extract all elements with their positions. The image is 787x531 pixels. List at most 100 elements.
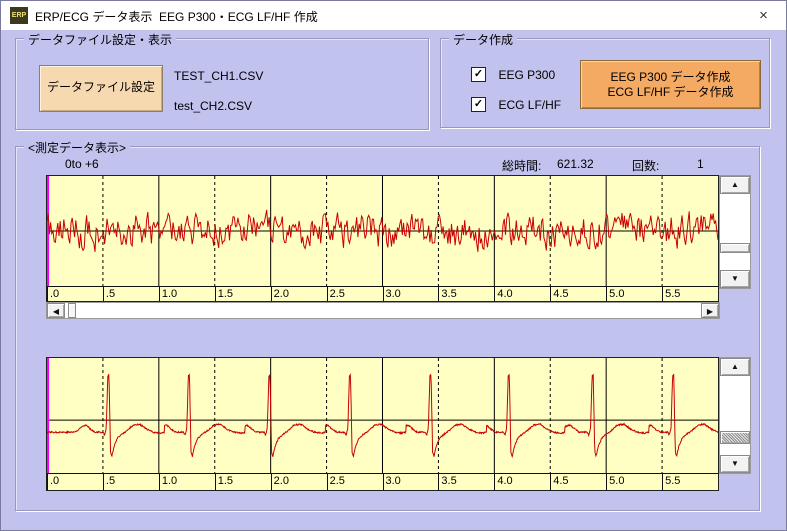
- x-tick-label: 1.0: [161, 288, 178, 300]
- x-tick-label: 4.0: [497, 288, 513, 300]
- data-create-group-label: データ作成: [449, 31, 518, 48]
- eeg-p300-checkbox-row: ✓ EEG P300: [471, 66, 556, 83]
- ecg-plot-area: [47, 358, 718, 473]
- eeg-vscroll-track[interactable]: [720, 194, 750, 270]
- x-tick: [606, 474, 608, 490]
- x-tick-label: .5: [105, 288, 116, 300]
- x-tick: [550, 287, 552, 301]
- x-tick-label: 5.5: [665, 288, 681, 300]
- x-tick: [214, 474, 216, 490]
- x-tick-label: 4.5: [553, 475, 569, 487]
- scroll-down-icon[interactable]: ▼: [720, 270, 750, 288]
- ecg-x-axis: .0 .5 1.0 1.5 2.0 2.5 3.0 3.5 4.0 4.5 5.0 5.5: [47, 473, 718, 490]
- x-tick: [102, 474, 104, 490]
- x-tick: [214, 287, 216, 301]
- file-settings-group-label: データファイル設定・表示: [24, 31, 177, 48]
- data-create-group: データ作成 ✓ EEG P300 ✓ ECG LF/HF EEG P300 デー…: [440, 31, 770, 128]
- x-tick: [662, 287, 664, 301]
- x-tick: [662, 474, 664, 490]
- eeg-vertical-scrollbar[interactable]: ▲ ▼: [719, 175, 751, 289]
- eeg-vscroll-thumb[interactable]: [720, 243, 750, 253]
- create-data-button[interactable]: EEG P300 データ作成 ECG LF/HF データ作成: [580, 60, 761, 109]
- x-tick: [438, 474, 440, 490]
- create-data-button-line1: EEG P300 データ作成: [610, 70, 731, 84]
- eeg-p300-checkbox[interactable]: ✓: [471, 67, 486, 83]
- x-tick-label: 1.5: [217, 288, 234, 300]
- create-data-button-line2: ECG LF/HF データ作成: [607, 85, 734, 99]
- total-time-value: 621.32: [557, 157, 594, 171]
- x-tick-label: 2.0: [273, 475, 289, 487]
- ecg-lfhf-checkbox-label: ECG LF/HF: [498, 97, 562, 112]
- count-value: 1: [697, 157, 704, 171]
- x-tick-label: 5.5: [665, 475, 681, 487]
- x-tick: [606, 287, 608, 301]
- x-tick: [47, 474, 48, 490]
- eeg-x-axis: .0 .5 1.0 1.5 2.0 2.5 3.0 3.5 4.0 4.5 5.0 5.5: [47, 286, 718, 301]
- x-tick-label: 3.0: [385, 475, 401, 487]
- channel1-file-name: TEST_CH1.CSV: [174, 69, 264, 83]
- x-tick-label: 1.5: [217, 475, 234, 487]
- ecg-waveform: [47, 372, 718, 459]
- scroll-right-icon[interactable]: ▶: [701, 303, 719, 318]
- app-icon: ERP: [10, 7, 28, 24]
- x-tick-label: 4.0: [497, 475, 513, 487]
- channel2-file-name: test_CH2.CSV: [174, 99, 253, 113]
- ecg-vertical-scrollbar[interactable]: ▲ ▼: [719, 357, 751, 474]
- x-tick: [270, 287, 272, 301]
- ecg-lfhf-checkbox-row: ✓ ECG LF/HF: [471, 96, 562, 113]
- time-range-label: 0to +6: [65, 157, 99, 171]
- measurement-display-group-label: <測定データ表示>: [24, 139, 131, 156]
- x-tick-label: 2.5: [329, 288, 345, 300]
- ecg-vscroll-track[interactable]: [720, 376, 750, 455]
- ecg-lfhf-checkbox[interactable]: ✓: [471, 97, 486, 113]
- measurement-display-group: <測定データ表示> 0to +6 総時間: 621.32 回数: 1 .0 .5 1…: [15, 139, 760, 511]
- total-time-label: 総時間:: [502, 159, 542, 173]
- x-tick: [382, 287, 384, 301]
- x-tick: [494, 287, 496, 301]
- x-tick: [47, 287, 48, 301]
- x-tick-label: 5.0: [609, 288, 625, 300]
- x-tick: [326, 474, 328, 490]
- x-tick-label: 3.5: [441, 475, 457, 487]
- eeg-p300-checkbox-label: EEG P300: [498, 67, 556, 82]
- x-tick-label: 5.0: [609, 475, 625, 487]
- x-tick-label: 3.5: [441, 288, 457, 300]
- x-tick: [438, 287, 440, 301]
- x-tick-label: 3.0: [385, 288, 401, 300]
- scroll-up-icon[interactable]: ▲: [720, 176, 750, 194]
- x-tick-label: .0: [50, 475, 60, 487]
- ecg-waveform-svg: [47, 358, 718, 473]
- x-tick-label: 4.5: [553, 288, 569, 300]
- x-tick: [158, 474, 160, 490]
- x-tick-label: 2.0: [273, 288, 289, 300]
- eeg-waveform: [47, 209, 718, 252]
- title-bar: ERP ERP/ECG データ表示 EEG P300・ECG LF/HF 作成 …: [1, 1, 786, 30]
- window-title: ERP/ECG データ表示 EEG P300・ECG LF/HF 作成: [35, 10, 318, 24]
- x-tick: [102, 287, 104, 301]
- ecg-chart: .0 .5 1.0 1.5 2.0 2.5 3.0 3.5 4.0 4.5 5.0 5.5: [46, 357, 719, 491]
- eeg-waveform-svg: [47, 176, 718, 286]
- scroll-down-icon[interactable]: ▼: [720, 455, 750, 473]
- x-tick-label: 2.5: [329, 475, 345, 487]
- eeg-chart: .0 .5 1.0 1.5 2.0 2.5 3.0 3.5 4.0 4.5 5.0 5.5: [46, 175, 719, 302]
- x-tick: [550, 474, 552, 490]
- eeg-horizontal-scrollbar[interactable]: ◀ ▶: [46, 302, 720, 319]
- x-tick: [270, 474, 272, 490]
- file-settings-group: データファイル設定・表示 データファイル設定 TEST_CH1.CSV test…: [15, 31, 429, 130]
- ecg-vscroll-thumb[interactable]: [720, 431, 750, 444]
- scroll-up-icon[interactable]: ▲: [720, 358, 750, 376]
- x-tick-label: .5: [105, 475, 116, 487]
- x-tick-label: .0: [50, 288, 60, 300]
- scroll-left-icon[interactable]: ◀: [47, 303, 65, 318]
- x-tick: [158, 287, 160, 301]
- close-button[interactable]: ×: [759, 7, 768, 24]
- eeg-plot-area: [47, 176, 718, 286]
- data-file-settings-button[interactable]: データファイル設定: [39, 65, 163, 112]
- count-label: 回数:: [632, 159, 660, 173]
- x-tick-label: 1.0: [161, 475, 178, 487]
- x-tick: [382, 474, 384, 490]
- x-tick: [494, 474, 496, 490]
- x-tick: [326, 287, 328, 301]
- eeg-hscroll-thumb[interactable]: [68, 303, 76, 318]
